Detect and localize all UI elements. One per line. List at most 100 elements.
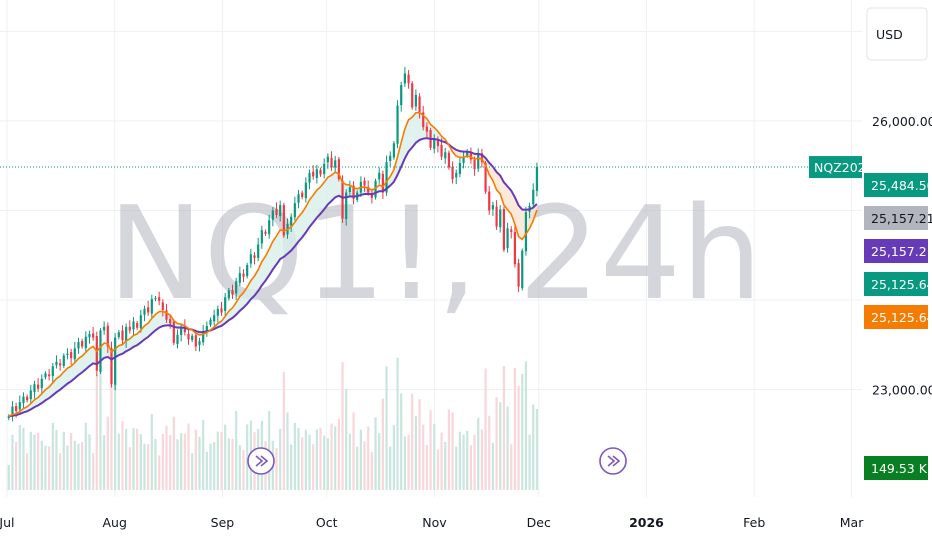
candle[interactable] bbox=[469, 147, 473, 164]
candle[interactable] bbox=[282, 202, 285, 238]
candle[interactable] bbox=[117, 329, 120, 340]
candle[interactable] bbox=[198, 337, 201, 352]
candle[interactable] bbox=[202, 324, 205, 346]
candle[interactable] bbox=[521, 248, 524, 291]
candle[interactable] bbox=[374, 178, 377, 200]
candle[interactable] bbox=[268, 214, 271, 239]
candle[interactable] bbox=[418, 93, 421, 119]
candle[interactable] bbox=[304, 177, 307, 203]
candle[interactable] bbox=[499, 205, 502, 233]
candle[interactable] bbox=[48, 369, 51, 381]
candle[interactable] bbox=[425, 122, 428, 138]
candle[interactable] bbox=[293, 196, 296, 221]
candle[interactable] bbox=[150, 294, 153, 320]
candle[interactable] bbox=[312, 165, 315, 180]
candle[interactable] bbox=[513, 225, 517, 268]
candle[interactable] bbox=[257, 237, 260, 262]
candle[interactable] bbox=[249, 248, 252, 268]
candle[interactable] bbox=[132, 317, 135, 335]
candle[interactable] bbox=[271, 207, 274, 227]
candle[interactable] bbox=[40, 374, 43, 394]
candle[interactable] bbox=[330, 151, 333, 171]
candle[interactable] bbox=[246, 262, 249, 279]
candle[interactable] bbox=[444, 147, 447, 164]
candle[interactable] bbox=[506, 222, 509, 253]
candle[interactable] bbox=[128, 320, 131, 334]
candle[interactable] bbox=[158, 291, 161, 306]
candle[interactable] bbox=[191, 333, 194, 343]
candle[interactable] bbox=[26, 394, 29, 403]
candle[interactable] bbox=[220, 301, 223, 316]
candle[interactable] bbox=[59, 359, 62, 371]
candle[interactable] bbox=[532, 183, 535, 208]
candle[interactable] bbox=[73, 341, 76, 363]
candle[interactable] bbox=[319, 167, 322, 177]
candle[interactable] bbox=[502, 206, 506, 253]
candle[interactable] bbox=[95, 331, 98, 377]
candle[interactable] bbox=[154, 295, 157, 302]
candle[interactable] bbox=[103, 321, 106, 335]
candle[interactable] bbox=[139, 309, 142, 333]
candle[interactable] bbox=[370, 188, 373, 204]
candle[interactable] bbox=[224, 292, 227, 317]
candle[interactable] bbox=[84, 331, 87, 353]
candle[interactable] bbox=[29, 384, 32, 404]
candle[interactable] bbox=[297, 189, 300, 209]
candle[interactable] bbox=[495, 200, 498, 230]
candle[interactable] bbox=[389, 151, 392, 167]
candle[interactable] bbox=[279, 200, 282, 222]
candle[interactable] bbox=[275, 202, 278, 219]
candle[interactable] bbox=[70, 348, 73, 365]
candle[interactable] bbox=[524, 206, 528, 256]
candle[interactable] bbox=[477, 148, 480, 173]
candle[interactable] bbox=[209, 317, 212, 328]
candle[interactable] bbox=[216, 305, 219, 323]
time-scale[interactable]: Jul Aug Sep Oct Nov Dec 2026 Feb Mar bbox=[0, 500, 932, 550]
candle[interactable] bbox=[378, 167, 381, 184]
candle[interactable] bbox=[77, 337, 80, 354]
candle[interactable] bbox=[114, 333, 117, 391]
candle[interactable] bbox=[535, 162, 539, 197]
candle[interactable] bbox=[205, 321, 208, 337]
candle[interactable] bbox=[147, 300, 150, 316]
candle[interactable] bbox=[227, 287, 230, 301]
candle[interactable] bbox=[172, 319, 175, 346]
candle[interactable] bbox=[517, 258, 520, 293]
candle[interactable] bbox=[480, 148, 484, 168]
candle[interactable] bbox=[7, 414, 10, 421]
candle[interactable] bbox=[235, 277, 238, 301]
candle[interactable] bbox=[51, 362, 54, 383]
candle[interactable] bbox=[44, 371, 47, 380]
candle[interactable] bbox=[308, 169, 311, 190]
candle[interactable] bbox=[345, 189, 348, 226]
candle[interactable] bbox=[455, 169, 458, 185]
candle[interactable] bbox=[326, 153, 329, 169]
candle[interactable] bbox=[110, 341, 113, 388]
candle[interactable] bbox=[396, 100, 399, 149]
candle[interactable] bbox=[451, 161, 454, 184]
candle[interactable] bbox=[125, 323, 128, 348]
candle[interactable] bbox=[510, 226, 513, 239]
candle[interactable] bbox=[242, 269, 245, 283]
currency-button[interactable]: USD bbox=[866, 7, 928, 61]
candle[interactable] bbox=[18, 395, 21, 413]
candle[interactable] bbox=[213, 309, 216, 326]
candle[interactable] bbox=[66, 348, 69, 360]
event-markers[interactable] bbox=[247, 447, 627, 475]
candle[interactable] bbox=[143, 305, 146, 322]
candle[interactable] bbox=[414, 89, 417, 111]
candle[interactable] bbox=[99, 328, 102, 375]
candle[interactable] bbox=[92, 326, 95, 341]
candle[interactable] bbox=[264, 229, 267, 236]
candle[interactable] bbox=[381, 170, 384, 200]
candle[interactable] bbox=[136, 320, 139, 330]
candle[interactable] bbox=[462, 152, 465, 169]
candle[interactable] bbox=[352, 181, 355, 205]
candle[interactable] bbox=[238, 266, 241, 287]
candle[interactable] bbox=[323, 158, 326, 179]
candle[interactable] bbox=[253, 252, 256, 265]
candle[interactable] bbox=[422, 105, 425, 131]
earnings-icon[interactable] bbox=[599, 447, 627, 475]
candle[interactable] bbox=[337, 156, 340, 182]
